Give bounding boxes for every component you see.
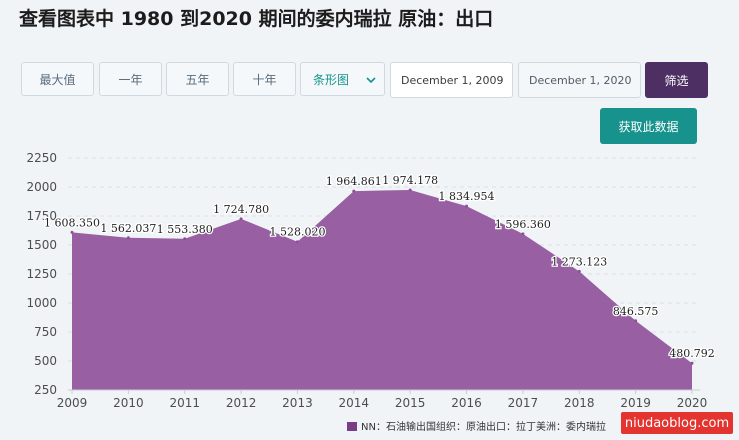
data-label: 1 528.020 (269, 226, 325, 239)
filter-button[interactable]: 筛选 (645, 62, 708, 98)
y-tick-label: 500 (34, 354, 57, 368)
get-data-button[interactable]: 获取此数据 (600, 108, 697, 144)
area-chart: 250 500 750 1000 1250 1500 1750 2000 2250 2009 201… (26, 151, 716, 433)
data-point (465, 204, 469, 208)
x-tick-label: 2013 (282, 396, 313, 410)
data-label: 1 596.360 (495, 218, 551, 231)
data-point (521, 232, 525, 236)
y-tick-label: 750 (34, 325, 57, 339)
x-tick-label: 2018 (564, 396, 595, 410)
y-tick-label: 1500 (26, 238, 57, 252)
series-area (72, 189, 692, 390)
data-label: 1 562.037 (100, 222, 156, 235)
x-tick-label: 2017 (508, 396, 539, 410)
data-label: 1 553.380 (157, 223, 213, 236)
chart-type-select[interactable]: 条形图 (300, 62, 385, 96)
x-tick-label: 2015 (395, 396, 426, 410)
x-tick-label: 2011 (169, 396, 200, 410)
data-label: 1 273.123 (551, 255, 607, 268)
range-1y-button[interactable]: 一年 (99, 62, 162, 96)
y-tick-label: 250 (34, 383, 57, 397)
legend-label: NN：石油输出国组织：原油出口：拉丁美洲：委内瑞拉 (361, 420, 606, 433)
y-tick-label: 2250 (26, 151, 57, 165)
data-label: 846.575 (613, 305, 659, 318)
x-tick-label: 2019 (620, 396, 651, 410)
chart-type-select-value: 条形图 (313, 72, 350, 87)
x-tick-label: 2020 (677, 396, 708, 410)
y-tick-label: 2000 (26, 180, 57, 194)
data-point (239, 217, 243, 221)
data-point (408, 188, 412, 192)
data-point (690, 361, 694, 365)
data-point (126, 236, 130, 240)
x-tick-label: 2010 (113, 396, 144, 410)
range-5y-button[interactable]: 五年 (166, 62, 229, 96)
data-point (295, 240, 299, 244)
data-label: 1 724.780 (213, 203, 269, 216)
data-point (634, 319, 638, 323)
legend-swatch (347, 422, 357, 431)
range-10y-button[interactable]: 十年 (233, 62, 296, 96)
x-tick-label: 2016 (451, 396, 482, 410)
data-label: 1 608.350 (44, 216, 100, 229)
data-label: 480.792 (669, 347, 715, 360)
data-point (183, 237, 187, 241)
end-date-input[interactable]: December 1, 2020 (518, 62, 641, 98)
page-title: 查看图表中 1980 到2020 期间的委内瑞拉 原油：出口 (19, 8, 494, 30)
data-label: 1 834.954 (439, 190, 495, 203)
chevron-down-icon (366, 77, 376, 84)
y-tick-label: 1000 (26, 296, 57, 310)
x-tick-label: 2014 (339, 396, 370, 410)
y-tick-label: 1250 (26, 267, 57, 281)
data-point (577, 269, 581, 273)
data-label: 1 964.861 (326, 175, 382, 188)
data-point (70, 230, 74, 234)
range-max-button[interactable]: 最大值 (21, 62, 94, 96)
y-tick-label: 1750 (26, 209, 57, 223)
x-tick-label: 2009 (57, 396, 88, 410)
data-label: 1 974.178 (382, 174, 438, 187)
start-date-input[interactable]: December 1, 2009 (390, 62, 513, 98)
data-point (352, 189, 356, 193)
x-tick-label: 2012 (226, 396, 257, 410)
watermark: niudaoblog.com (621, 412, 733, 434)
